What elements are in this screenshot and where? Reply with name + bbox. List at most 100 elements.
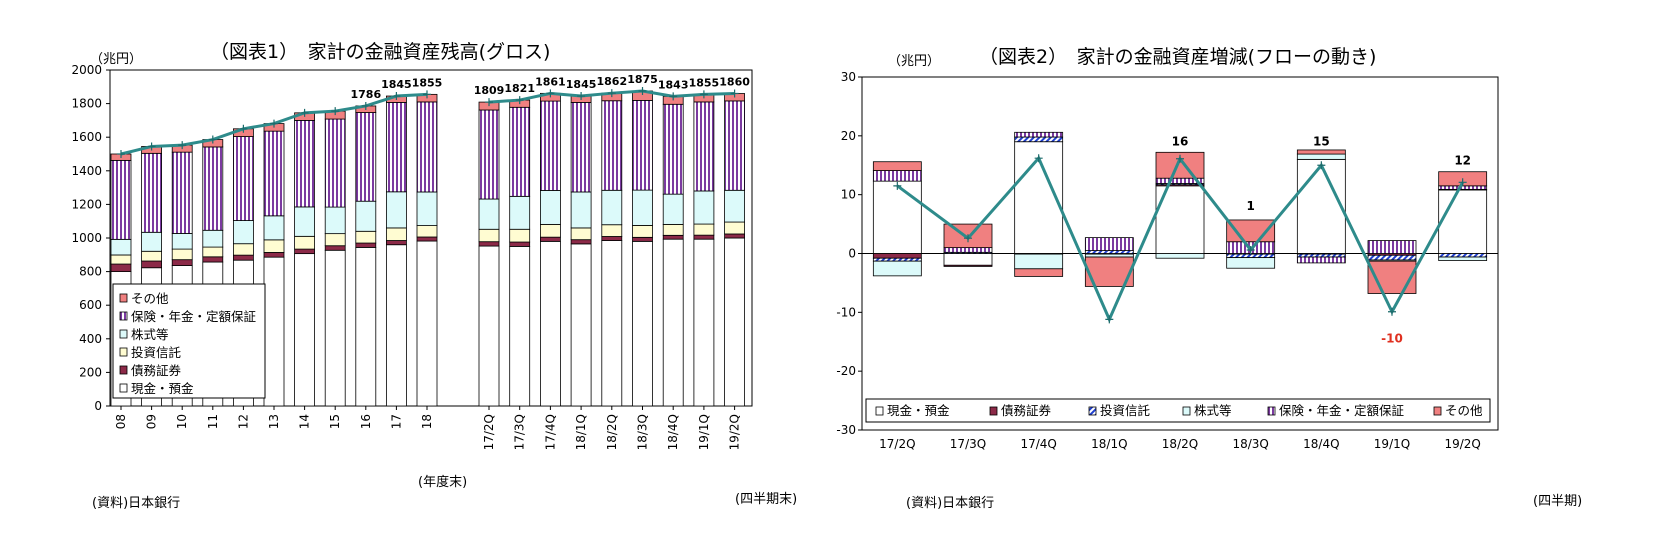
chart1-bar-segment	[662, 193, 684, 225]
chart1-bar-segment	[202, 146, 224, 231]
chart1-bar-segment	[724, 189, 745, 223]
chart2-legend-swatch	[1433, 406, 1442, 416]
chart1-total-marker	[577, 92, 586, 101]
chart2-bar-segment	[1014, 268, 1064, 277]
chart2-x-tick-label: 17/2Q	[879, 437, 915, 451]
chart1-x-tick-label: 19/1Q	[697, 414, 711, 450]
chart1-bar-segment	[601, 100, 623, 191]
chart1-total-marker	[546, 89, 555, 98]
chart1-total-label: 1862	[596, 75, 627, 88]
chart1-bar-segment	[141, 250, 163, 262]
chart2-y-tick-label: 10	[841, 188, 856, 202]
chart2-bar-segment	[1296, 256, 1346, 264]
chart1-bar-segment	[478, 245, 500, 407]
chart1-bar-segment	[509, 241, 531, 247]
chart1-y-tick-label: 600	[79, 298, 102, 312]
chart1-bar-segment	[632, 100, 653, 191]
chart1-y-tick-label: 1600	[71, 130, 102, 144]
chart1-total-marker	[208, 135, 217, 144]
chart1-x-tick-label: 18/1Q	[574, 414, 588, 450]
chart1-bar-segment	[232, 220, 254, 245]
chart2-bar-segment	[1367, 240, 1417, 254]
chart1-y-tick-label: 400	[79, 332, 102, 346]
chart2-legend-label: 現金・預金	[887, 403, 950, 418]
chart1-bar-segment	[294, 253, 316, 407]
chart2-bar-segment	[1296, 149, 1346, 155]
chart1-bar-segment	[202, 229, 224, 248]
chart2-bar-segment	[872, 180, 922, 254]
chart1-bar-segment	[294, 248, 316, 255]
chart1-x-tick-label: 13	[267, 414, 281, 429]
chart1-total-marker	[361, 101, 370, 110]
chart2-svg: （図表2） 家計の金融資産増減(フローの動き) （兆円） (四半期) (資料)日…	[836, 46, 1582, 511]
chart1-bar-segment	[478, 241, 500, 247]
chart1-x-tick-label: 12	[236, 414, 250, 429]
chart1-x-tick-label: 17/3Q	[513, 414, 527, 450]
chart2-x-axis-label: (四半期)	[1533, 494, 1582, 509]
chart1-y-tick-label: 1800	[71, 97, 102, 111]
chart1-legend-swatch	[119, 347, 128, 357]
chart2-bar-segment	[1155, 253, 1205, 259]
chart1-bar-segment	[693, 234, 715, 240]
chart1-total-label: 1860	[719, 76, 750, 89]
chart1-bar-segment	[324, 206, 346, 235]
chart1-bar-segment	[171, 233, 193, 250]
chart2-legend-label: その他	[1445, 403, 1483, 418]
chart1-bar-segment	[110, 254, 132, 265]
chart1-bar-segment	[171, 151, 193, 234]
chart2-net-label: -10	[1381, 331, 1403, 345]
chart1-x-tick-label: 17/2Q	[482, 414, 496, 450]
chart1-total-label: 1875	[627, 73, 658, 86]
chart1-source: (資料)日本銀行	[92, 496, 180, 511]
chart1-y-tick-label: 1200	[71, 197, 102, 211]
chart1-bar-segment	[724, 237, 745, 407]
chart2-net-marker	[1388, 307, 1396, 316]
chart2-legend-label: 投資信託	[1100, 403, 1151, 418]
chart2-legend-swatch	[1182, 406, 1191, 416]
chart1-bar-segment	[662, 238, 684, 407]
chart1-total-label: 1861	[535, 75, 566, 88]
chart2-legend-label: 債務証券	[1001, 403, 1052, 418]
chart1-bar-segment	[662, 223, 684, 236]
chart2-net-marker	[1246, 245, 1255, 254]
chart2-y-tick-label: 30	[841, 70, 856, 84]
chart1-total-marker	[147, 142, 156, 151]
chart1-total-marker	[300, 108, 309, 117]
chart1-total-label: 1845	[566, 78, 597, 91]
chart1-bar-segment	[540, 190, 561, 225]
chart2-net-marker	[1034, 154, 1043, 163]
chart1-total-label: 1845	[381, 78, 412, 91]
chart1-legend-swatch	[119, 365, 128, 375]
chart1-bar-segment	[601, 240, 623, 407]
chart1-legend-label: 保険・年金・定額保証	[131, 309, 257, 324]
chart2-bar-segment	[1084, 250, 1134, 254]
chart1-x-tick-label: 18	[420, 414, 434, 429]
chart1-bar-segment	[202, 246, 224, 258]
chart1-total-marker	[239, 124, 248, 133]
chart1-x-tick-label: 17	[389, 414, 403, 429]
chart1-legend-label: 投資信託	[131, 345, 182, 360]
chart2-net-marker	[964, 234, 972, 243]
chart2-net-label: 1	[1246, 199, 1254, 213]
chart2-bar-segment	[872, 161, 922, 171]
chart1-x-tick-label: 16	[359, 414, 373, 429]
chart2-x-tick-label: 18/2Q	[1162, 437, 1198, 451]
chart1-total-marker	[515, 96, 524, 105]
chart1-x-tick-label: 09	[145, 414, 159, 429]
chart1-bar-segment	[110, 263, 132, 273]
chart1-bar-segment	[570, 243, 592, 407]
chart2-x-tick-label: 18/1Q	[1091, 437, 1127, 451]
chart1-x-tick-label: 15	[328, 414, 342, 429]
chart1-bar-segment	[509, 106, 531, 197]
chart1-total-marker	[730, 89, 739, 98]
chart2-panel: （図表2） 家計の金融資産増減(フローの動き) （兆円） (四半期) (資料)日…	[836, 0, 1673, 542]
chart2-y-tick-label: 20	[841, 129, 856, 143]
chart1-total-marker	[331, 107, 340, 116]
chart2-bar-segment	[1296, 158, 1346, 254]
chart2-net-label: 16	[1172, 134, 1189, 148]
chart1-panel: （図表1） 家計の金融資産残高(グロス) （兆円） (年度末) (四半期末) (…	[0, 0, 836, 542]
chart2-y-tick-label: -10	[836, 305, 856, 319]
chart1-legend-label: 株式等	[131, 327, 169, 342]
chart1-bar-segment	[478, 109, 500, 200]
chart1-bar-segment	[324, 118, 346, 208]
